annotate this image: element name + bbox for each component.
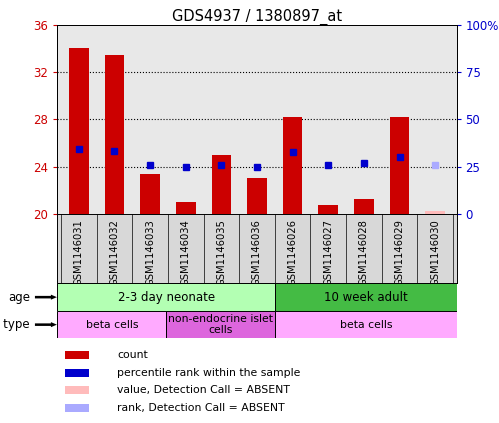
Bar [57,311,166,338]
Text: GSM1146028: GSM1146028 [359,219,369,286]
Bar [176,202,196,214]
Text: GSM1146026: GSM1146026 [287,219,297,286]
Text: GSM1146033: GSM1146033 [145,219,155,286]
Bar [318,206,338,214]
Bar [275,283,457,311]
Bar [275,311,457,338]
Bar [140,173,160,214]
Bar [212,155,231,214]
Text: beta cells: beta cells [340,320,392,330]
Text: GSM1146031: GSM1146031 [74,219,84,286]
Text: cell type: cell type [0,318,30,331]
Text: value, Detection Call = ABSENT: value, Detection Call = ABSENT [117,385,290,396]
Bar [283,117,302,214]
Text: count: count [117,350,148,360]
Text: 10 week adult: 10 week adult [324,291,408,304]
Text: GSM1146032: GSM1146032 [109,219,119,286]
Text: GSM1146027: GSM1146027 [323,219,333,286]
Bar [69,48,89,214]
Text: GSM1146034: GSM1146034 [181,219,191,286]
Bar [65,351,89,359]
Text: age: age [8,291,30,304]
Bar [105,55,124,214]
Bar [65,404,89,412]
Bar [57,283,275,311]
Bar [65,369,89,376]
Bar [425,211,445,214]
Bar [65,386,89,394]
Bar [390,117,409,214]
Text: rank, Detection Call = ABSENT: rank, Detection Call = ABSENT [117,403,285,413]
Text: non-endocrine islet
cells: non-endocrine islet cells [168,314,273,335]
Bar [247,179,267,214]
Text: GSM1146030: GSM1146030 [430,219,440,286]
Bar [166,311,275,338]
Title: GDS4937 / 1380897_at: GDS4937 / 1380897_at [172,9,342,25]
Text: GSM1146035: GSM1146035 [217,219,227,286]
Text: GSM1146036: GSM1146036 [252,219,262,286]
Text: beta cells: beta cells [85,320,138,330]
Bar [354,200,374,214]
Text: 2-3 day neonate: 2-3 day neonate [118,291,215,304]
Text: GSM1146029: GSM1146029 [395,219,405,286]
Text: percentile rank within the sample: percentile rank within the sample [117,368,300,378]
